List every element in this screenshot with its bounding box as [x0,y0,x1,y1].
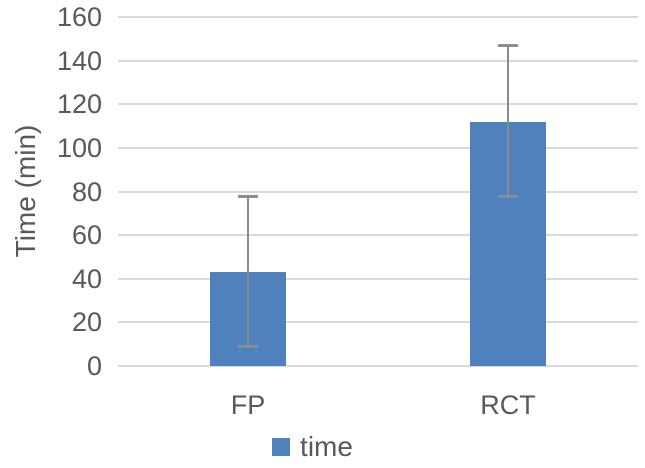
y-tick-label: 160 [56,2,102,32]
gridline [118,16,638,18]
legend-label: time [300,431,353,462]
gridline [118,190,638,193]
gridline [118,365,638,367]
y-tick-label: 100 [56,132,102,163]
y-tick-label: 60 [71,220,102,251]
error-bar-cap [498,194,518,198]
legend-swatch-icon [272,438,291,456]
legend: time [0,432,635,462]
gridline [118,277,638,280]
y-tick-label: 120 [56,89,102,120]
error-bar-cap [238,194,258,198]
y-tick-label: 0 [86,351,102,381]
gridline [118,103,638,106]
y-tick-label: 80 [71,176,102,207]
y-tick-label: 20 [71,307,102,338]
error-bar-cap [238,345,258,349]
error-bar-rct [507,45,509,196]
gridline [118,59,638,62]
x-axis-label-rct: RCT [480,390,536,420]
y-tick-label: 140 [56,45,102,76]
error-bar-cap [498,44,518,48]
plot-area [118,16,638,367]
gridline [118,321,638,324]
error-bar-fp [247,195,249,347]
gridline [118,234,638,237]
y-tick-label: 40 [71,263,102,294]
gridline [118,146,638,149]
x-axis-label-fp: FP [230,390,266,420]
